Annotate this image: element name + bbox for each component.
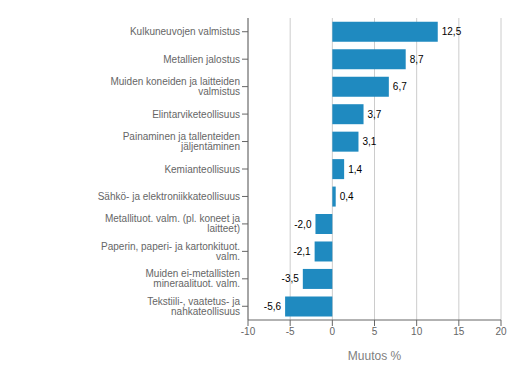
svg-text:15: 15 bbox=[453, 326, 465, 337]
svg-text:3,7: 3,7 bbox=[368, 109, 382, 120]
svg-text:Metallituot. valm. (pl. koneet: Metallituot. valm. (pl. koneet jalaittee… bbox=[105, 213, 240, 234]
svg-text:Muiden ei-metallistenmineraali: Muiden ei-metallistenmineraalituot. valm… bbox=[146, 268, 241, 289]
svg-text:Sähkö- ja elektroniikkateollis: Sähkö- ja elektroniikkateollisuus bbox=[98, 191, 240, 202]
svg-text:Kemianteollisuus: Kemianteollisuus bbox=[164, 164, 240, 175]
svg-text:-3,5: -3,5 bbox=[282, 273, 300, 284]
svg-text:10: 10 bbox=[411, 326, 423, 337]
svg-text:1,4: 1,4 bbox=[348, 164, 362, 175]
svg-text:Kulkuneuvojen valmistus: Kulkuneuvojen valmistus bbox=[130, 26, 240, 37]
svg-text:0: 0 bbox=[330, 326, 336, 337]
svg-text:20: 20 bbox=[495, 326, 507, 337]
svg-text:12,5: 12,5 bbox=[442, 26, 462, 37]
svg-text:8,7: 8,7 bbox=[410, 54, 424, 65]
svg-text:-2,1: -2,1 bbox=[293, 246, 311, 257]
svg-text:-5: -5 bbox=[286, 326, 295, 337]
svg-text:-5,6: -5,6 bbox=[264, 301, 282, 312]
svg-text:Muiden koneiden ja laitteidenv: Muiden koneiden ja laitteidenvalmistus bbox=[110, 76, 240, 97]
svg-text:6,7: 6,7 bbox=[393, 81, 407, 92]
svg-text:-2,0: -2,0 bbox=[294, 219, 312, 230]
svg-text:Painaminen ja tallenteidenjälj: Painaminen ja tallenteidenjäljentäminen bbox=[123, 131, 240, 152]
svg-text:Elintarviketeollisuus: Elintarviketeollisuus bbox=[152, 109, 240, 120]
svg-text:-10: -10 bbox=[241, 326, 256, 337]
svg-text:0,4: 0,4 bbox=[340, 191, 354, 202]
svg-text:Paperin, paperi- ja kartonkitu: Paperin, paperi- ja kartonkituot.valm. bbox=[101, 241, 240, 262]
svg-text:5: 5 bbox=[372, 326, 378, 337]
svg-text:Metallien jalostus: Metallien jalostus bbox=[163, 54, 240, 65]
svg-text:Tekstiili-, vaatetus- janahkat: Tekstiili-, vaatetus- janahkateollisuus bbox=[147, 296, 240, 317]
svg-text:3,1: 3,1 bbox=[362, 136, 376, 147]
svg-text:Muutos %: Muutos % bbox=[348, 349, 402, 363]
